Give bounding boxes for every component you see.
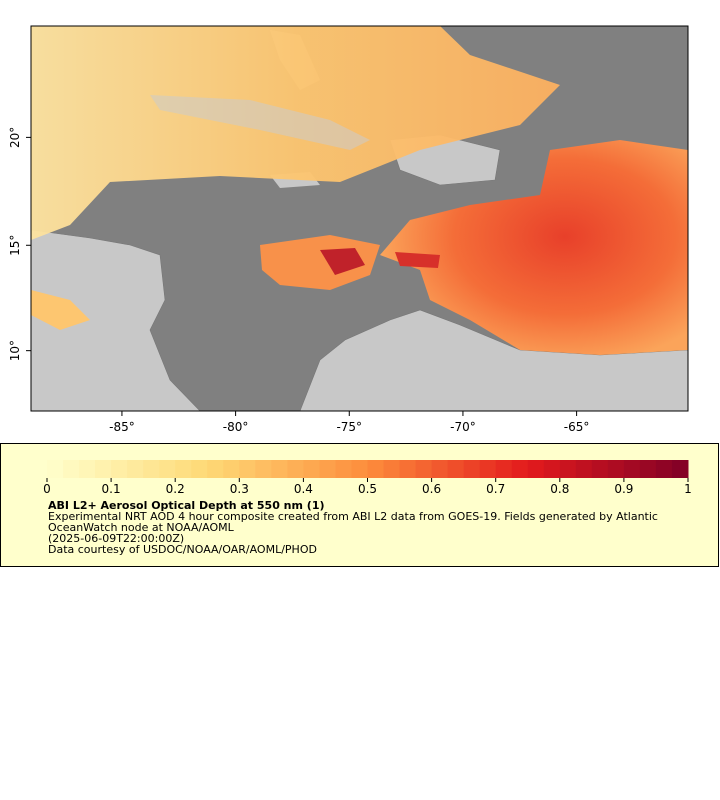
map-frame — [30, 25, 689, 412]
colorbar-swatch — [479, 460, 497, 478]
colorbar-swatch — [143, 460, 160, 478]
colorbar-swatch — [335, 460, 352, 478]
colorbar-swatch — [511, 460, 529, 478]
colorbar-swatch — [95, 460, 112, 478]
colorbar-swatch — [111, 460, 128, 478]
central-america — [31, 229, 201, 411]
colorbar-tick-label: 0.2 — [166, 482, 185, 496]
legend-title: ABI L2+ Aerosol Optical Depth at 550 nm … — [48, 499, 325, 512]
x-tick-label: -65° — [564, 420, 590, 434]
colorbar-tick-label: 0.4 — [294, 482, 313, 496]
colorbar-swatch — [127, 460, 144, 478]
map-area — [31, 26, 688, 411]
aerosol-west — [31, 290, 90, 330]
colorbar-swatch — [191, 460, 208, 478]
colorbar-swatch — [671, 460, 689, 478]
colorbar-swatch — [287, 460, 304, 478]
x-tick-label: -80° — [223, 420, 249, 434]
colorbar-swatch — [63, 460, 80, 478]
aerosol-core — [395, 252, 440, 268]
colorbar-swatch — [47, 460, 64, 478]
colorbar-tick-label: 1 — [684, 482, 692, 496]
colorbar-swatch — [207, 460, 224, 478]
colorbar-tick-label: 0.1 — [102, 482, 121, 496]
colorbar-tick-label: 0.7 — [486, 482, 505, 496]
colorbar-swatch — [431, 460, 449, 478]
x-tick-label: -70° — [450, 420, 476, 434]
x-tick-label: -85° — [109, 420, 135, 434]
colorbar-swatch — [447, 460, 465, 478]
colorbar-swatch — [463, 460, 481, 478]
colorbar-tick-label: 0.8 — [550, 482, 569, 496]
colorbar-swatch — [239, 460, 256, 478]
colorbar-swatch — [607, 460, 625, 478]
colorbar-swatch — [591, 460, 609, 478]
colorbar-swatch — [79, 460, 96, 478]
colorbar-swatch — [223, 460, 240, 478]
colorbar-tick-label: 0.5 — [358, 482, 377, 496]
south-america — [299, 309, 688, 411]
x-tick-label: -75° — [336, 420, 362, 434]
colorbar-swatch — [351, 460, 368, 478]
colorbar-swatch — [367, 460, 385, 478]
colorbar-swatch — [319, 460, 336, 478]
colorbar-swatch — [399, 460, 417, 478]
legend-credit: Data courtesy of USDOC/NOAA/OAR/AOML/PHO… — [48, 543, 317, 556]
colorbar-swatch — [655, 460, 673, 478]
colorbar-swatch — [415, 460, 433, 478]
legend-text: ABI L2+ Aerosol Optical Depth at 550 nm … — [48, 500, 698, 555]
colorbar-swatch — [575, 460, 593, 478]
colorbar-swatch — [639, 460, 657, 478]
aerosol-core — [320, 248, 365, 275]
cuba-overlay — [150, 95, 370, 150]
colorbar-swatch — [623, 460, 641, 478]
colorbar-tick-label: 0.6 — [422, 482, 441, 496]
colorbar-swatch — [303, 460, 320, 478]
legend-time: (2025-06-09T22:00:00Z) — [48, 532, 185, 545]
colorbar-tick-label: 0.3 — [230, 482, 249, 496]
colorbar-swatch — [495, 460, 513, 478]
colorbar-tick-label: 0 — [43, 482, 51, 496]
colorbar-swatch — [159, 460, 176, 478]
y-tick-label: 15° — [8, 235, 22, 256]
y-tick-label: 10° — [8, 340, 22, 361]
colorbar-swatch — [255, 460, 272, 478]
colorbar-swatch — [527, 460, 545, 478]
colorbar-swatch — [271, 460, 288, 478]
colorbar-tick-label: 0.9 — [614, 482, 633, 496]
colorbar-swatch — [543, 460, 561, 478]
colorbar-swatch — [383, 460, 401, 478]
aerosol-east — [380, 140, 688, 355]
legend-description: Experimental NRT AOD 4 hour composite cr… — [48, 510, 658, 534]
y-tick-label: 20° — [8, 127, 22, 148]
colorbar-swatch — [559, 460, 577, 478]
colorbar-swatch — [175, 460, 192, 478]
